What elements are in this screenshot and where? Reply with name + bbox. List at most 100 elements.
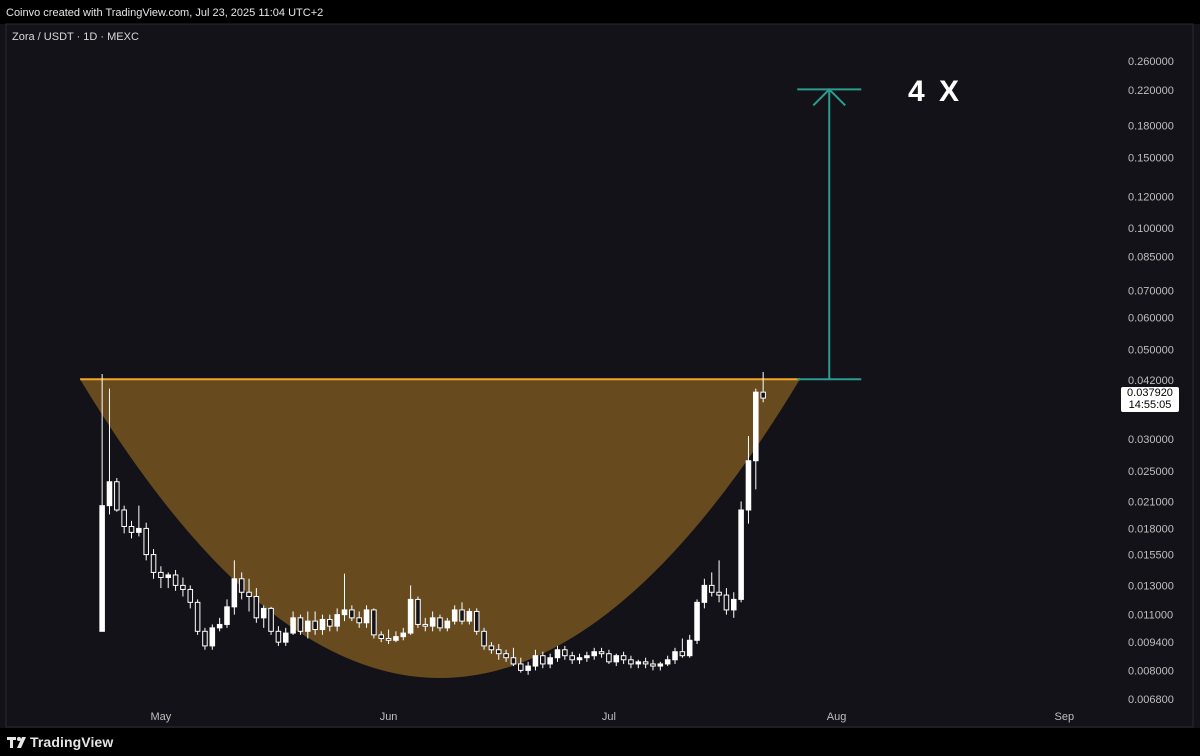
candle (275, 626, 282, 646)
footer-bar (0, 728, 1200, 756)
y-tick-label: 0.120000 (1128, 191, 1174, 203)
y-tick-label: 0.150000 (1128, 152, 1174, 164)
x-tick-label: Jul (602, 711, 616, 723)
candle-body-up (400, 632, 407, 638)
candle-body-up (444, 620, 451, 629)
candle-body-up (694, 601, 700, 641)
candle (730, 592, 737, 618)
candle (657, 661, 664, 671)
candle-body-up (576, 657, 583, 661)
candle-body-down (628, 659, 634, 665)
candle (613, 653, 620, 667)
candle (393, 631, 399, 643)
candle-body-down (708, 584, 715, 593)
top-bar (0, 0, 1200, 24)
candle (584, 651, 590, 662)
candle (488, 642, 495, 654)
candle-body-down (327, 618, 333, 627)
y-tick-label: 0.060000 (1128, 313, 1174, 325)
candle-body-down (716, 591, 722, 596)
candle (429, 611, 436, 632)
candle-body-down (297, 617, 304, 632)
candle (99, 373, 105, 632)
candle (694, 599, 700, 645)
candle-body-down (246, 591, 252, 598)
candle (385, 629, 392, 645)
candle-body-down (268, 607, 274, 632)
tradingview-logo-text[interactable]: TradingView (30, 734, 114, 750)
candle (708, 572, 715, 597)
candle-body-up (209, 627, 216, 647)
candle (598, 647, 605, 658)
candle (158, 566, 164, 589)
candle-body-down (238, 578, 245, 593)
candle-body-down (275, 630, 282, 643)
arrow-head (812, 87, 846, 107)
candle-body-down (128, 525, 135, 533)
y-tick-label: 0.013000 (1128, 580, 1174, 592)
candle (349, 605, 355, 622)
tradingview-logo-icon[interactable] (6, 734, 28, 750)
candle-body-up (635, 661, 642, 665)
candle (319, 614, 326, 635)
candle (628, 655, 634, 669)
candle (282, 627, 289, 646)
target-arrow (797, 87, 862, 381)
candle (290, 611, 296, 635)
candle (723, 588, 730, 615)
candle-body-down (620, 655, 627, 661)
candle (238, 572, 245, 600)
candle-body-up (584, 655, 590, 659)
candle-body-up (451, 609, 458, 622)
time-axis[interactable]: May Jun Jul Aug Sep (151, 711, 1075, 723)
candle-body-down (473, 610, 480, 632)
candle (143, 522, 149, 561)
bar-countdown: 14:55:05 (1128, 399, 1172, 411)
candle-body-up (657, 663, 664, 667)
candle-body-down (356, 617, 362, 624)
candle (121, 505, 127, 534)
candle (407, 585, 414, 635)
candle-body-up (99, 505, 105, 632)
target-label: 4 X (908, 75, 962, 108)
candle-body-up (730, 598, 737, 611)
candle (495, 644, 502, 660)
last-price-tag: 0.037920 14:55:05 (1121, 387, 1179, 412)
candle (371, 608, 377, 639)
candle (246, 578, 252, 612)
candle (606, 649, 612, 664)
candle-body-up (106, 481, 113, 507)
candle-body-up (393, 636, 399, 641)
y-tick-label: 0.100000 (1128, 223, 1174, 235)
candle (253, 588, 260, 623)
candle (172, 569, 179, 591)
candle-body-down (437, 617, 443, 629)
candle-body-up (341, 609, 348, 616)
candle-body-up (753, 391, 759, 462)
candle-body-up (532, 655, 539, 667)
price-axis[interactable]: 0.260000 0.220000 0.180000 0.150000 0.120000… (1128, 56, 1174, 706)
candle-body-up (525, 665, 531, 671)
y-tick-label: 0.025000 (1128, 466, 1174, 478)
candle-body-down (481, 630, 487, 647)
candle-body-down (253, 596, 260, 619)
candle-body-down (723, 594, 730, 611)
y-tick-label: 0.030000 (1128, 434, 1174, 446)
candle-body-down (187, 588, 194, 603)
last-price-value: 0.037920 (1127, 387, 1173, 399)
candle (760, 371, 766, 403)
candle-body-down (349, 609, 355, 619)
candle (180, 577, 186, 597)
candle-body-down (650, 663, 656, 667)
cup-pattern (80, 378, 800, 678)
candle-body-down (495, 649, 502, 655)
candle-body-up (547, 657, 553, 665)
candle (216, 617, 223, 632)
candle (444, 617, 451, 632)
candle-body-up (334, 614, 340, 627)
candle (334, 608, 340, 632)
candle (224, 599, 230, 628)
candle-body-down (598, 651, 605, 655)
